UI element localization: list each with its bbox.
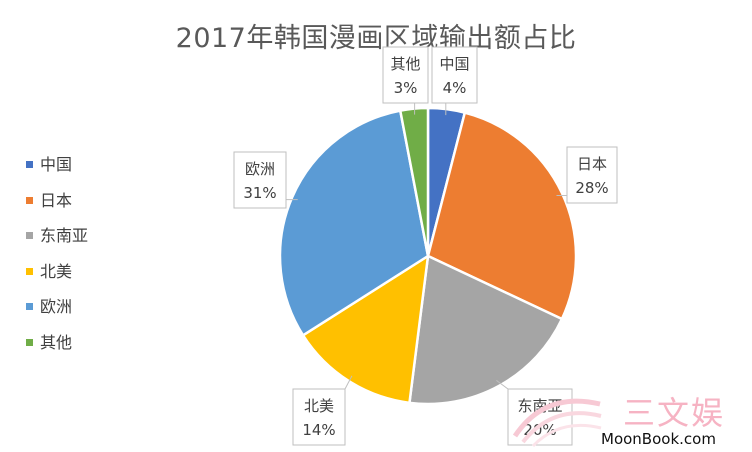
callout-box <box>382 46 429 104</box>
legend-swatch <box>26 267 33 275</box>
legend-swatch <box>26 161 33 168</box>
watermark-brand: 三文娱 <box>623 394 726 432</box>
legend-item: 欧洲 <box>20 296 130 332</box>
callout-box <box>292 388 346 446</box>
legend-label: 日本 <box>40 190 73 210</box>
legend-item: 日本 <box>20 190 130 226</box>
watermark: 三文娱 MoonBook.com <box>505 386 750 452</box>
legend-item: 北美 <box>20 261 130 297</box>
watermark-url: MoonBook.com <box>601 430 716 448</box>
chart-title: 2017年韩国漫画区域输出额占比 <box>175 23 577 54</box>
legend-label: 东南亚 <box>40 226 89 245</box>
data-label-percent: 4% <box>443 79 467 97</box>
legend-label: 其他 <box>40 332 73 352</box>
legend-label: 欧洲 <box>40 297 73 316</box>
data-label-percent: 14% <box>302 421 335 439</box>
data-label-category: 北美 <box>304 397 334 415</box>
pie-slice <box>408 254 564 406</box>
data-label-category: 东南亚 <box>517 397 562 415</box>
data-label-percent: 28% <box>575 179 608 197</box>
pie-slice <box>278 109 430 338</box>
data-label-category: 欧洲 <box>245 160 275 178</box>
callout-box <box>566 146 618 204</box>
legend-label: 中国 <box>40 155 73 174</box>
legend-swatch <box>26 196 33 204</box>
data-label-category: 其他 <box>390 55 420 73</box>
legend: 中国日本东南亚北美欧洲其他 <box>20 154 130 367</box>
callout-leader <box>344 375 353 390</box>
callout-leader <box>496 379 509 390</box>
legend-item: 中国 <box>20 154 130 190</box>
pie-slice <box>426 111 578 321</box>
legend-item: 其他 <box>20 332 130 368</box>
callout-box <box>233 151 287 209</box>
legend-label: 北美 <box>40 261 73 281</box>
legend-swatch <box>26 303 33 310</box>
data-label-category: 中国 <box>439 55 469 73</box>
legend-swatch <box>26 338 33 346</box>
data-label-category: 日本 <box>577 155 607 173</box>
callout-box <box>431 46 478 104</box>
data-label-percent: 31% <box>243 184 276 202</box>
pie-slice <box>398 106 430 257</box>
legend-swatch <box>26 232 33 239</box>
watermark-logo-icon <box>512 398 602 448</box>
pie-slices <box>278 106 578 406</box>
data-label-percent: 3% <box>394 79 418 97</box>
legend-item: 东南亚 <box>20 225 130 261</box>
